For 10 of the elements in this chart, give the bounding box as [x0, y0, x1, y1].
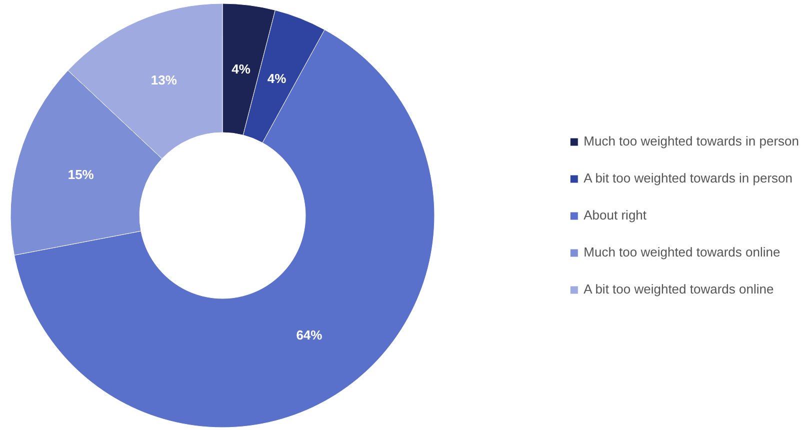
data-label: 15%	[68, 166, 94, 182]
data-label: 4%	[267, 70, 287, 86]
legend-label: A bit too weighted towards online	[584, 282, 774, 296]
legend-label: About right	[584, 208, 647, 222]
data-label: 64%	[296, 327, 323, 342]
legend-label: Much too weighted towards online	[584, 244, 780, 260]
legend-label: A bit too weighted towards in person	[584, 170, 792, 186]
legend-label: Much too weighted towards in person	[584, 134, 799, 148]
data-label: 13%	[150, 72, 178, 88]
data-label: 4%	[232, 62, 251, 77]
